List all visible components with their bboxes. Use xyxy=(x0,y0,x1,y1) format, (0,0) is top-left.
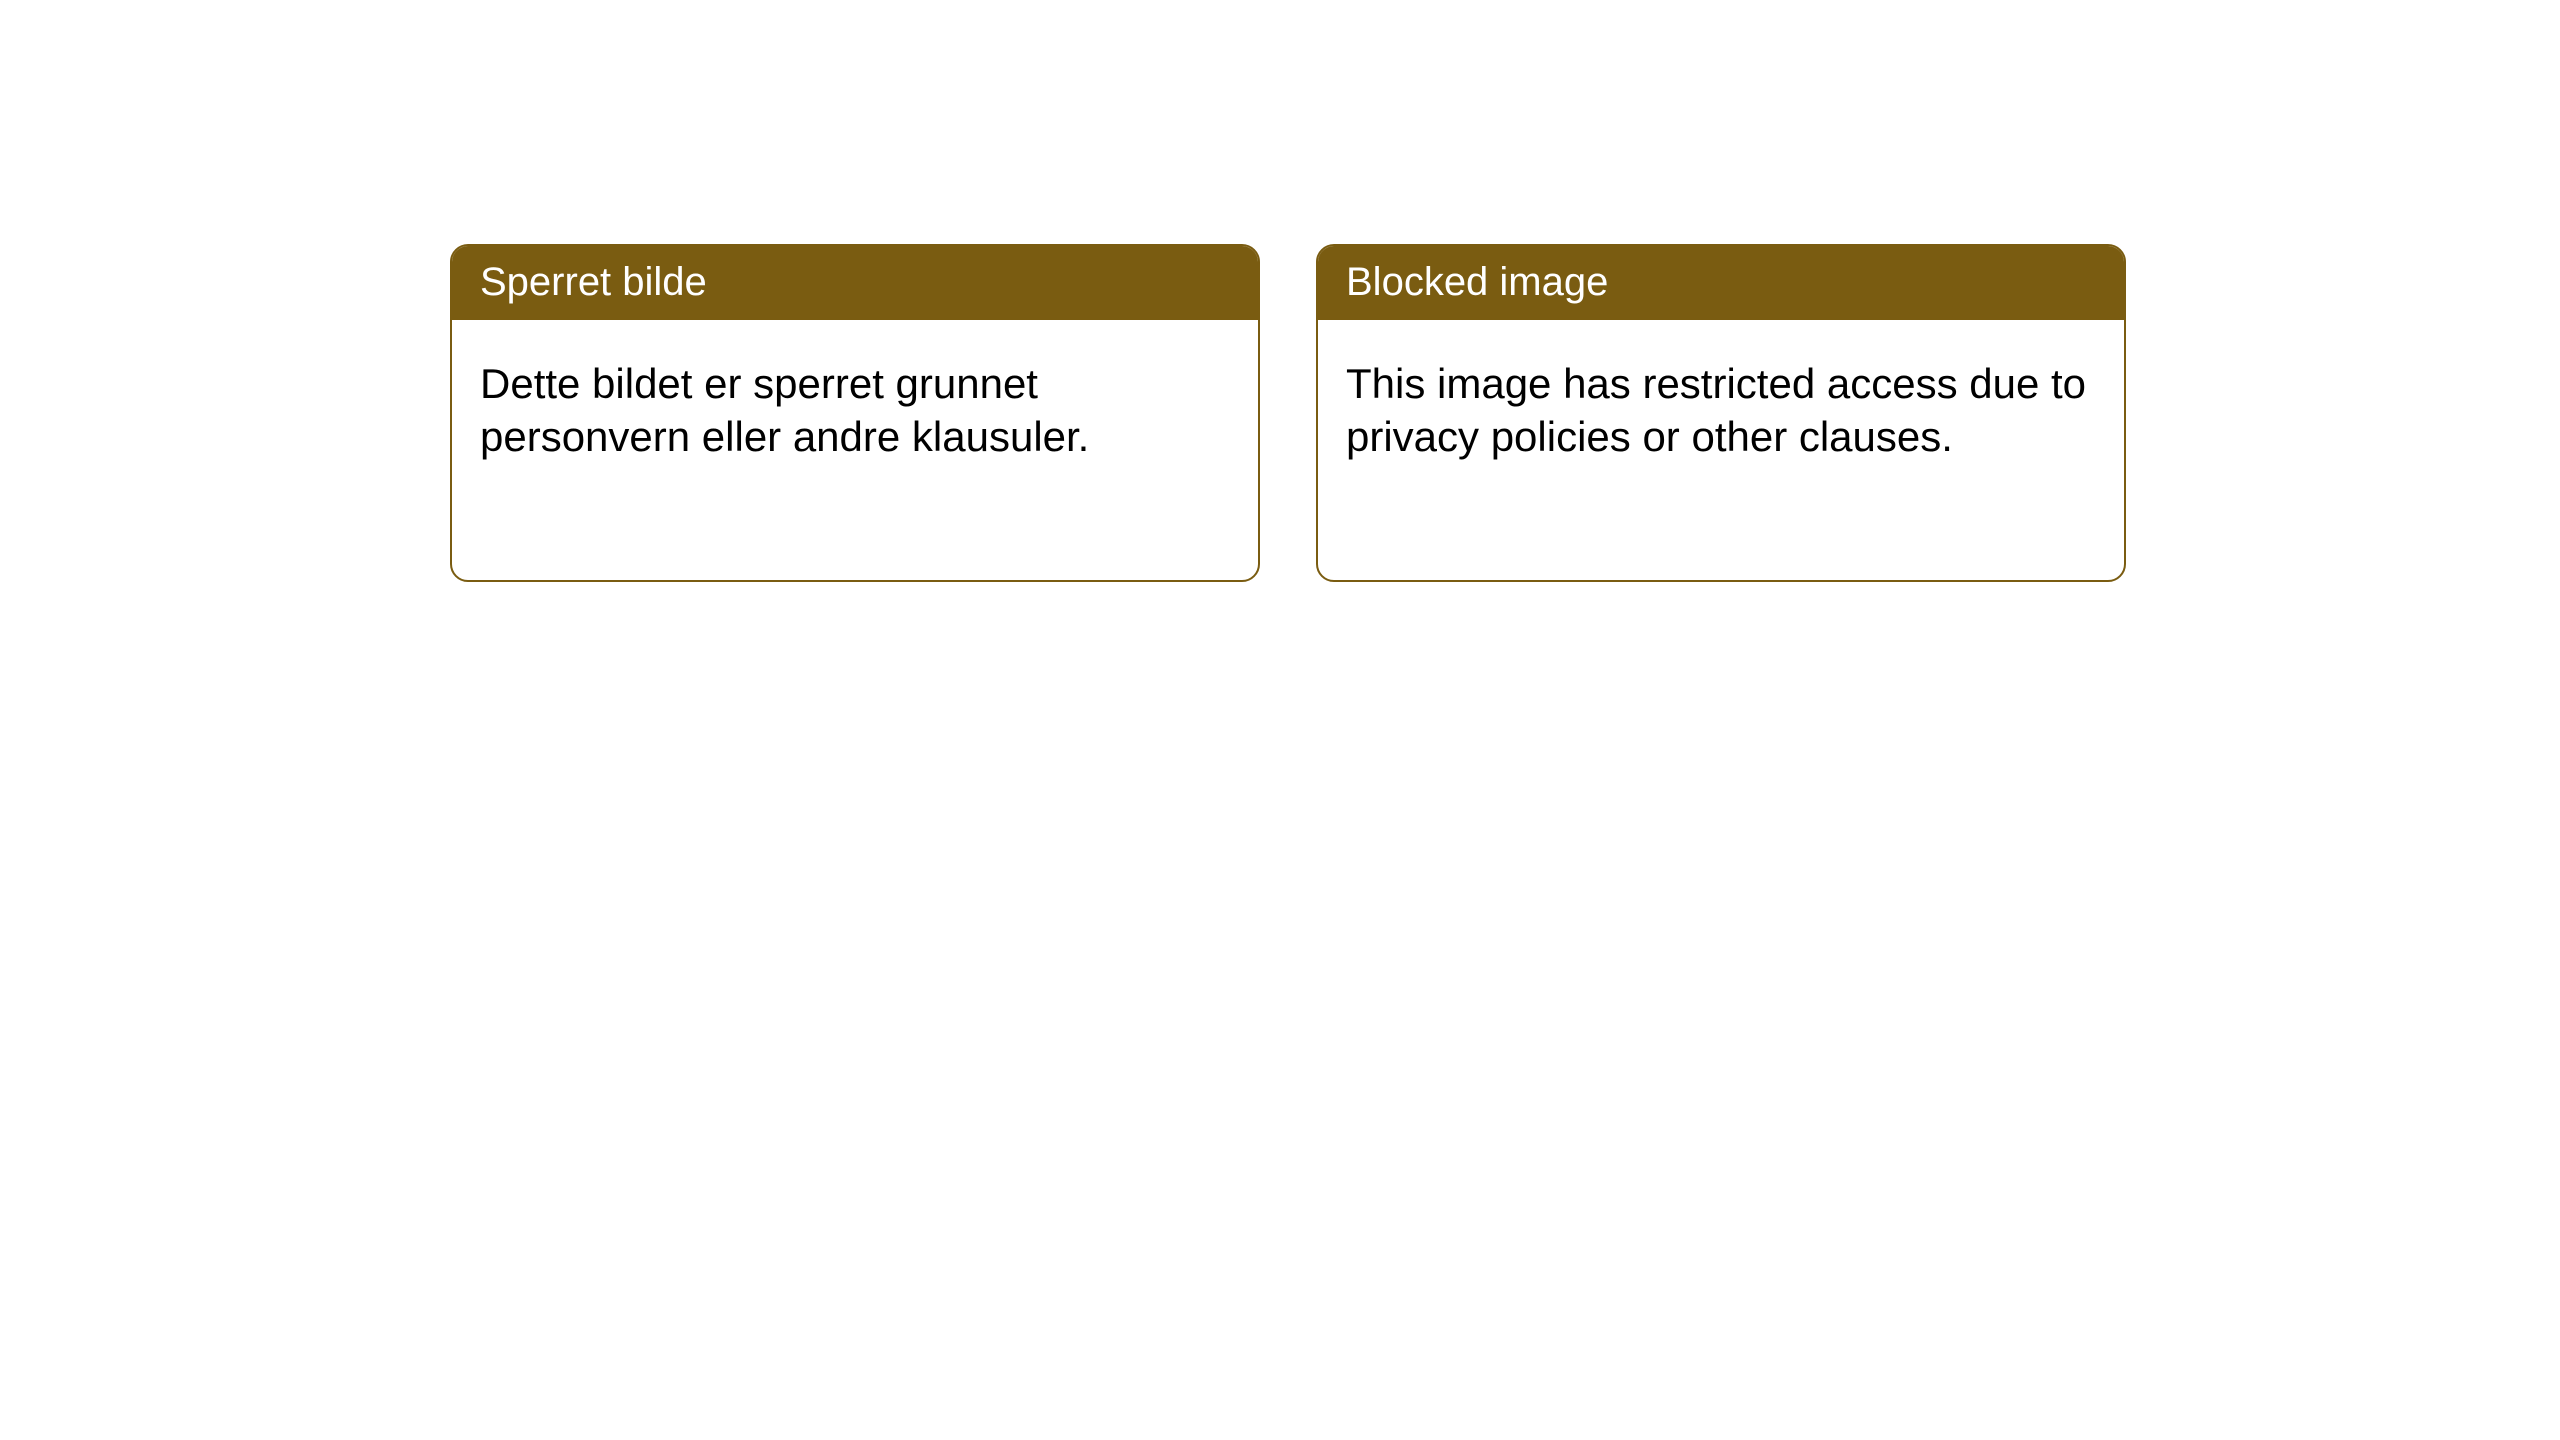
card-header-norwegian: Sperret bilde xyxy=(452,246,1258,320)
card-body-english: This image has restricted access due to … xyxy=(1318,320,2124,491)
blocked-image-notices: Sperret bilde Dette bildet er sperret gr… xyxy=(450,244,2560,582)
card-header-english: Blocked image xyxy=(1318,246,2124,320)
notice-card-english: Blocked image This image has restricted … xyxy=(1316,244,2126,582)
card-body-norwegian: Dette bildet er sperret grunnet personve… xyxy=(452,320,1258,491)
notice-card-norwegian: Sperret bilde Dette bildet er sperret gr… xyxy=(450,244,1260,582)
